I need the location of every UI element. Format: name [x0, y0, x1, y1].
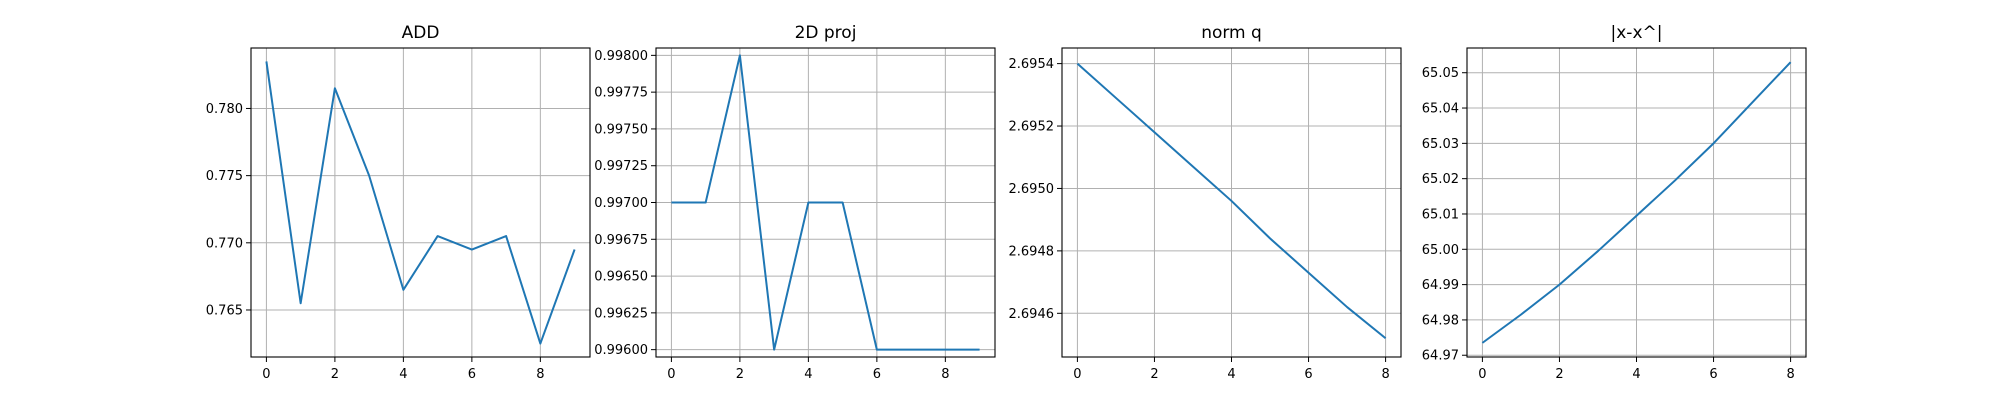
y-tick-label: 65.05	[1422, 66, 1459, 81]
y-tick-label: 2.6950	[1009, 182, 1055, 197]
x-tick-label: 2	[331, 367, 339, 382]
plot-frame	[250, 47, 591, 358]
y-tick-label: 0.775	[206, 169, 243, 184]
y-tick-label: 2.6946	[1009, 307, 1055, 322]
series-line	[671, 54, 980, 351]
y-tick-label: 65.04	[1422, 102, 1459, 117]
x-tick-label: 6	[1709, 367, 1717, 382]
chart-3: 0 2 4 6 8 2.6946 2.6948 2.6950 2.6952 2.6954 norm …	[1009, 23, 1402, 382]
x-tick-label: 0	[667, 367, 675, 382]
x-tick-label: 8	[1786, 367, 1794, 382]
chart-title: norm q	[1201, 23, 1262, 43]
y-tick-label: 0.99600	[594, 343, 648, 358]
x-tick-label: 8	[536, 367, 544, 382]
x-tick-label: 4	[399, 367, 407, 382]
y-tick-label: 0.770	[206, 236, 243, 251]
x-tick-label: 6	[468, 367, 476, 382]
x-tick-label: 0	[262, 367, 270, 382]
x-tick-label: 2	[1555, 367, 1563, 382]
y-tick-label: 0.99800	[594, 49, 648, 64]
y-tick-label: 2.6948	[1009, 244, 1055, 259]
chart-2: 0 2 4 6 8 0.99600 0.99625 0.99650 0.99675 0.99700…	[594, 23, 996, 382]
y-tick-label: 64.99	[1422, 278, 1459, 293]
y-tick-label: 65.00	[1422, 243, 1459, 258]
y-tick-label: 65.02	[1422, 172, 1459, 187]
y-tick-label: 64.98	[1422, 313, 1459, 328]
series-line	[1481, 61, 1792, 344]
x-tick-label: 2	[1150, 367, 1158, 382]
x-tick-label: 2	[736, 367, 744, 382]
x-tick-label: 8	[941, 367, 949, 382]
chart-title: ADD	[402, 23, 440, 43]
y-tick-label: 65.01	[1422, 207, 1459, 222]
series-line	[1076, 62, 1387, 340]
y-tick-label: 65.03	[1422, 137, 1459, 152]
chart-title: 2D proj	[795, 23, 857, 43]
y-tick-label: 0.99700	[594, 196, 648, 211]
x-tick-label: 0	[1478, 367, 1486, 382]
y-tick-label: 0.99650	[594, 270, 648, 285]
x-tick-label: 4	[1227, 367, 1235, 382]
y-tick-label: 0.780	[206, 102, 243, 117]
y-tick-label: 2.6952	[1009, 120, 1055, 135]
x-tick-label: 8	[1381, 367, 1389, 382]
x-tick-label: 6	[873, 367, 881, 382]
x-tick-label: 4	[1632, 367, 1640, 382]
x-tick-label: 0	[1073, 367, 1081, 382]
series-line	[265, 61, 576, 345]
chart-title: |x-x^|	[1611, 23, 1663, 43]
y-tick-label: 0.99750	[594, 122, 648, 137]
chart-1: 0 2 4 6 8 0.765 0.770 0.775 0.780 ADD	[206, 23, 591, 382]
x-tick-label: 4	[804, 367, 812, 382]
y-tick-label: 0.99625	[594, 306, 648, 321]
x-tick-label: 6	[1304, 367, 1312, 382]
chart-4: 0 2 4 6 8 64.97 64.98 64.99 65.00 65.01 65.02 65.03…	[1422, 23, 1807, 382]
y-tick-label: 0.99725	[594, 159, 648, 174]
y-tick-label: 0.99675	[594, 233, 648, 248]
y-tick-label: 2.6954	[1009, 57, 1055, 72]
y-tick-label: 64.97	[1422, 349, 1459, 364]
y-tick-label: 0.765	[206, 303, 243, 318]
y-tick-label: 0.99775	[594, 86, 648, 101]
